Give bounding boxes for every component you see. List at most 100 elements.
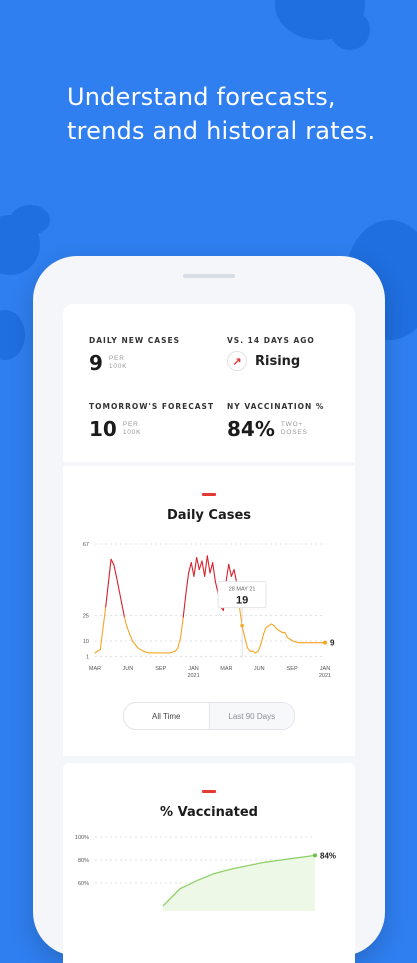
card-accent-dash bbox=[202, 790, 216, 793]
x-tick-label: JUN bbox=[123, 666, 134, 672]
x-tick-label: JAN bbox=[320, 666, 330, 672]
cases-line-segment bbox=[238, 606, 243, 627]
cases-line-segment bbox=[94, 648, 101, 654]
tooltip-date: 28 MAY 21 bbox=[229, 587, 256, 593]
stats-card: DAILY NEW CASES 9 PER 100K VS. 14 DAYS AG… bbox=[63, 304, 355, 462]
cases-line-segment bbox=[115, 575, 120, 591]
cases-line-segment bbox=[174, 647, 179, 652]
stat-unit: PER 100K bbox=[122, 421, 142, 436]
cases-line-segment bbox=[185, 572, 190, 594]
x-tick-label: MAR bbox=[89, 666, 101, 672]
vaccinated-card: % Vaccinated 100% 80% 60% 84% bbox=[63, 763, 355, 963]
stat-vaccination: NY VACCINATION % 84% TWO+ DOSES bbox=[227, 402, 324, 441]
cases-line-segment bbox=[182, 592, 187, 618]
background-blob bbox=[0, 310, 25, 360]
cases-line-segment bbox=[206, 555, 211, 574]
cases-line-segment bbox=[142, 650, 150, 654]
vaccinated-area bbox=[163, 855, 315, 911]
cases-line-segment bbox=[198, 560, 203, 571]
last-point bbox=[323, 640, 327, 645]
vaccinated-title: % Vaccinated bbox=[160, 805, 258, 820]
cases-line-segment bbox=[273, 625, 278, 630]
stat-label: NY VACCINATION % bbox=[227, 402, 325, 411]
x-tick-label: SEP bbox=[287, 666, 298, 672]
cases-line-segment bbox=[204, 555, 208, 577]
y-tick-label: 67 bbox=[83, 542, 89, 548]
cases-line-segment bbox=[196, 557, 200, 571]
cases-line-segment bbox=[262, 626, 267, 635]
arrow-up-right-icon: ↗ bbox=[227, 351, 247, 371]
x-tick-label: 2021 bbox=[187, 673, 199, 679]
stat-label: TOMORROW'S FORECAST bbox=[89, 402, 215, 411]
x-tick-label: JAN bbox=[188, 666, 198, 672]
cases-line-segment bbox=[137, 647, 144, 652]
last-value-label: 9 bbox=[330, 639, 335, 648]
y-tick-label: 80% bbox=[78, 858, 89, 864]
stat-daily-new-cases: DAILY NEW CASES 9 PER 100K bbox=[89, 336, 180, 375]
stat-value: 9 bbox=[89, 351, 103, 375]
vaccinated-line bbox=[162, 854, 316, 907]
background-blob bbox=[10, 205, 50, 235]
cases-line-segment bbox=[230, 568, 235, 577]
cases-line-segment bbox=[292, 640, 299, 644]
cases-line-segment bbox=[131, 640, 139, 649]
x-tick-label: JUN bbox=[254, 666, 265, 672]
stat-unit: TWO+ DOSES bbox=[280, 421, 308, 436]
phone-notch bbox=[183, 274, 235, 278]
headline: Understand forecasts, trends and histora… bbox=[67, 80, 397, 148]
stat-vs-14-days: VS. 14 DAYS AGO ↗ Rising bbox=[227, 336, 315, 371]
cases-line-segment bbox=[193, 557, 198, 577]
y-tick-label: 10 bbox=[83, 639, 89, 645]
cases-line-segment bbox=[287, 637, 294, 642]
cases-line-segment bbox=[126, 626, 133, 642]
stat-label: DAILY NEW CASES bbox=[89, 336, 180, 345]
trend-text: Rising bbox=[255, 353, 301, 369]
y-tick-label: 25 bbox=[83, 613, 89, 619]
cases-line-segment bbox=[241, 625, 246, 639]
last-90-days-button[interactable]: Last 90 Days bbox=[208, 703, 294, 729]
cases-line-segment bbox=[180, 616, 184, 639]
vaccinated-chart[interactable]: 100% 80% 60% 84% bbox=[63, 831, 355, 911]
vaccinated-last-point bbox=[313, 853, 317, 858]
y-tick-label: 1 bbox=[86, 654, 89, 660]
cases-line-segment bbox=[99, 606, 107, 651]
all-time-button[interactable]: All Time bbox=[152, 711, 181, 721]
cases-line-segment bbox=[260, 633, 265, 645]
stat-value: 10 bbox=[89, 417, 117, 441]
cases-line-segment bbox=[209, 562, 214, 574]
cases-line-segment bbox=[228, 563, 232, 577]
daily-cases-card: Daily Cases 1 10 25 67 MAR JUN SEP JAN 2021 MAR JU… bbox=[63, 466, 355, 756]
x-tick-label: MAR bbox=[220, 666, 232, 672]
tooltip-box bbox=[217, 581, 267, 609]
stat-label: VS. 14 DAYS AGO bbox=[227, 336, 315, 345]
stat-forecast: TOMORROW'S FORECAST 10 PER 100K bbox=[89, 402, 214, 441]
stat-value: 84% bbox=[227, 417, 275, 441]
cases-line-segment bbox=[177, 637, 182, 649]
cases-line-segment bbox=[113, 563, 117, 577]
cases-line-segment bbox=[214, 580, 219, 594]
tooltip-point bbox=[240, 623, 244, 628]
x-tick-label: SEP bbox=[155, 666, 166, 672]
cases-line-segment bbox=[201, 560, 206, 577]
headline-line-1: Understand forecasts, bbox=[67, 83, 336, 111]
cases-line-segment bbox=[284, 631, 289, 639]
cases-line-segment bbox=[123, 616, 128, 628]
cases-line-segment bbox=[110, 558, 115, 565]
cases-line-segment bbox=[244, 637, 248, 649]
x-tick-label: 2021 bbox=[319, 673, 331, 679]
cases-line-segment bbox=[246, 647, 251, 652]
phone-frame: DAILY NEW CASES 9 PER 100K VS. 14 DAYS AG… bbox=[33, 256, 385, 963]
tooltip-value: 19 bbox=[236, 595, 248, 607]
cases-line-segment bbox=[225, 563, 230, 582]
cases-line-segment bbox=[169, 650, 176, 654]
background-blob bbox=[330, 10, 370, 50]
time-range-toggle[interactable]: All Time Last 90 Days bbox=[123, 702, 295, 730]
vaccinated-last-label: 84% bbox=[320, 851, 336, 860]
cases-line-segment bbox=[233, 568, 238, 584]
y-tick-label: 100% bbox=[75, 835, 89, 841]
cases-line-segment bbox=[118, 589, 123, 605]
cases-line-segment bbox=[121, 603, 125, 618]
y-tick-label: 60% bbox=[78, 881, 89, 887]
cases-line-segment bbox=[257, 643, 262, 652]
